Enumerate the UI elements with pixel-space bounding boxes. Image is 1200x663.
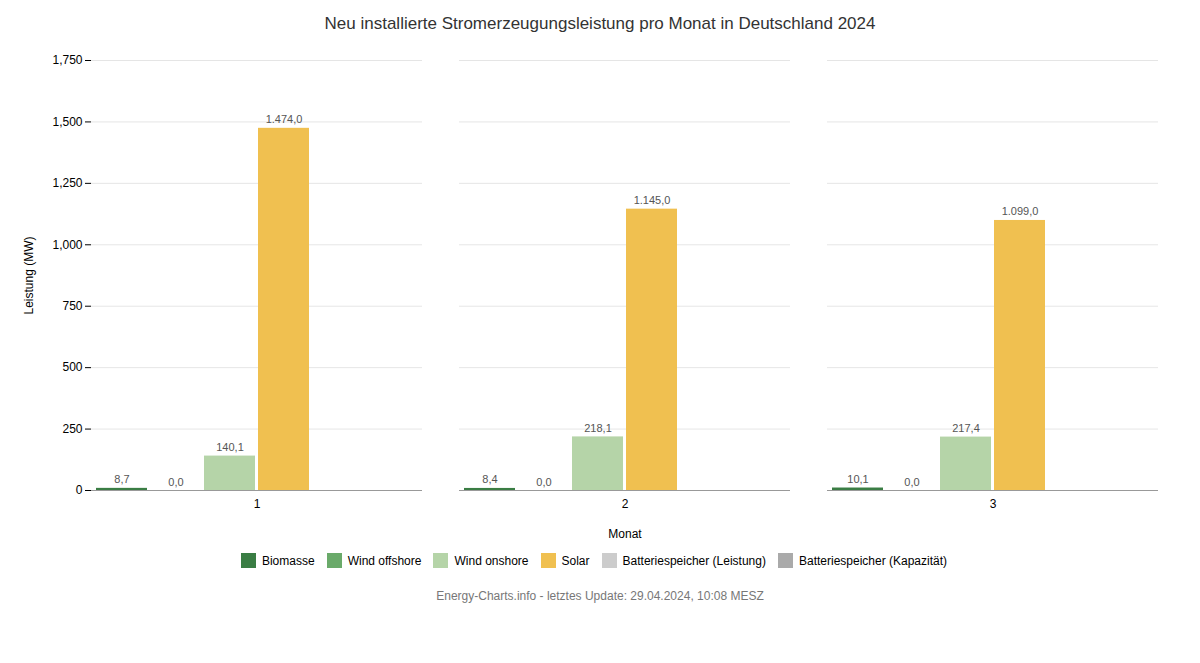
svg-text:500: 500	[62, 360, 82, 374]
html-text:Solar: Solar	[561, 553, 590, 568]
html-text:Batteriespeicher (Leistung): Batteriespeicher (Leistung)	[622, 553, 766, 568]
html-text:Biomasse: Biomasse	[262, 553, 315, 568]
svg-text:140,1: 140,1	[216, 441, 244, 453]
svg-text:2: 2	[622, 497, 629, 511]
svg-text:8,7: 8,7	[114, 473, 129, 485]
html-text:Wind onshore: Wind onshore	[454, 553, 529, 568]
svg-text:0: 0	[76, 483, 83, 497]
svg-text:1,000: 1,000	[52, 238, 82, 252]
svg-text:217,4: 217,4	[952, 422, 980, 434]
html-text:Energy-Charts.info - letztes U: Energy-Charts.info - letztes Update: 29.…	[436, 589, 764, 603]
svg-text:250: 250	[62, 422, 82, 436]
svg-text:1,250: 1,250	[52, 176, 82, 190]
svg-text:0,0: 0,0	[536, 476, 551, 488]
svg-text:0,0: 0,0	[904, 476, 919, 488]
html-text:Wind offshore: Wind offshore	[347, 553, 422, 568]
svg-text:1.474,0: 1.474,0	[266, 113, 303, 125]
svg-text:1,750: 1,750	[52, 53, 82, 67]
svg-text:8,4: 8,4	[482, 473, 497, 485]
svg-text:Leistung (MW): Leistung (MW)	[22, 236, 36, 314]
svg-text:1: 1	[254, 497, 261, 511]
svg-text:750: 750	[62, 299, 82, 313]
svg-text:Monat: Monat	[608, 527, 642, 541]
svg-text:1.145,0: 1.145,0	[634, 194, 671, 206]
svg-text:1.099,0: 1.099,0	[1002, 205, 1039, 217]
svg-text:1,500: 1,500	[52, 115, 82, 129]
svg-text:3: 3	[990, 497, 997, 511]
svg-text:0,0: 0,0	[168, 476, 183, 488]
svg-text:10,1: 10,1	[847, 473, 868, 485]
html-text:Neu installierte Stromerzeugun: Neu installierte Stromerzeugungsleistung…	[324, 14, 876, 33]
svg-text:218,1: 218,1	[584, 422, 612, 434]
html-text:Batteriespeicher (Kapazität): Batteriespeicher (Kapazität)	[799, 553, 947, 568]
